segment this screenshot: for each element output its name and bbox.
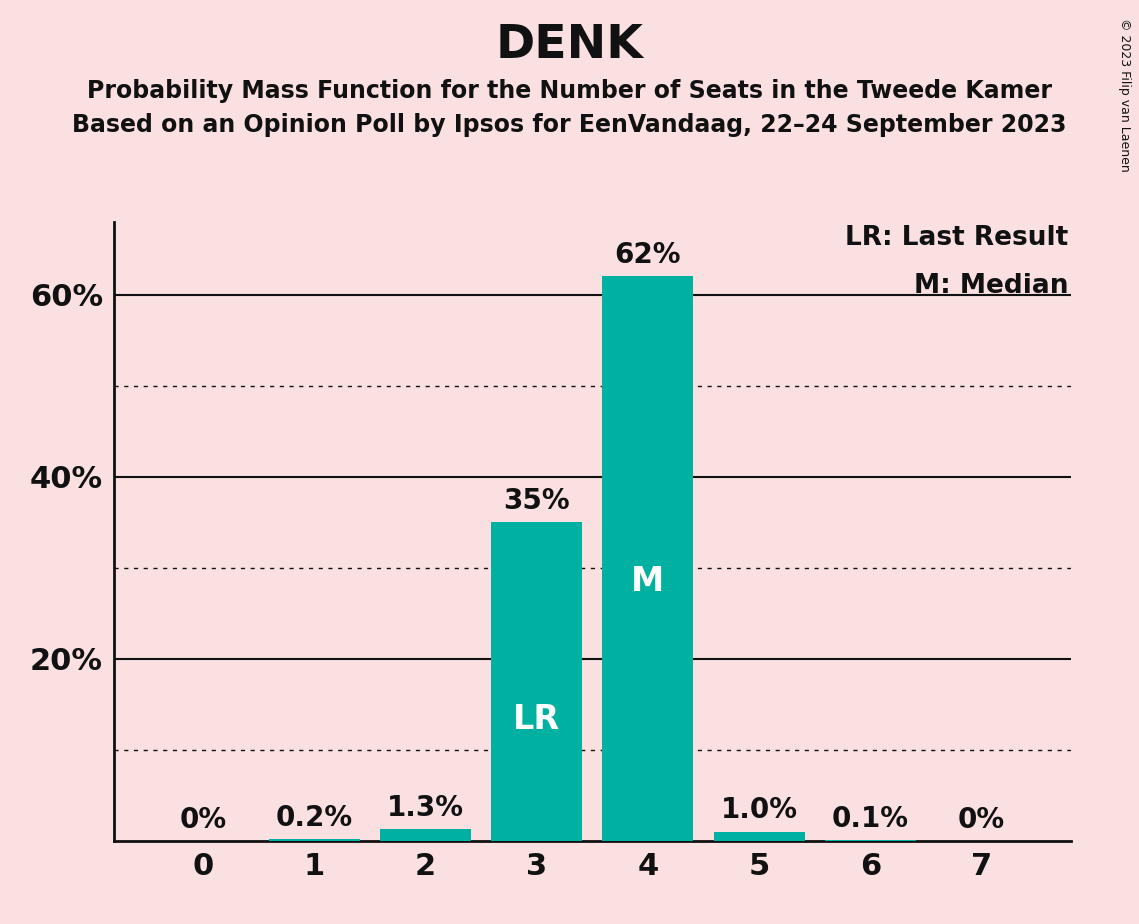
Text: DENK: DENK [495,23,644,68]
Text: 0%: 0% [958,806,1005,833]
Text: 1.0%: 1.0% [721,796,797,824]
Bar [713,832,805,841]
Text: 62%: 62% [615,241,681,269]
Text: LR: LR [513,703,560,736]
Bar [603,276,694,841]
Text: Probability Mass Function for the Number of Seats in the Tweede Kamer: Probability Mass Function for the Number… [87,79,1052,103]
Text: 35%: 35% [503,487,570,515]
Text: © 2023 Filip van Laenen: © 2023 Filip van Laenen [1118,18,1131,172]
Text: 0%: 0% [180,806,227,833]
Text: 0.1%: 0.1% [831,805,909,833]
Bar [491,522,582,841]
Bar [269,839,360,841]
Bar [379,829,472,841]
Text: LR: Last Result: LR: Last Result [845,225,1068,250]
Text: M: Median: M: Median [915,273,1068,298]
Text: Based on an Opinion Poll by Ipsos for EenVandaag, 22–24 September 2023: Based on an Opinion Poll by Ipsos for Ee… [72,113,1067,137]
Text: 0.2%: 0.2% [276,804,353,832]
Text: M: M [631,565,664,598]
Text: 1.3%: 1.3% [387,794,464,821]
